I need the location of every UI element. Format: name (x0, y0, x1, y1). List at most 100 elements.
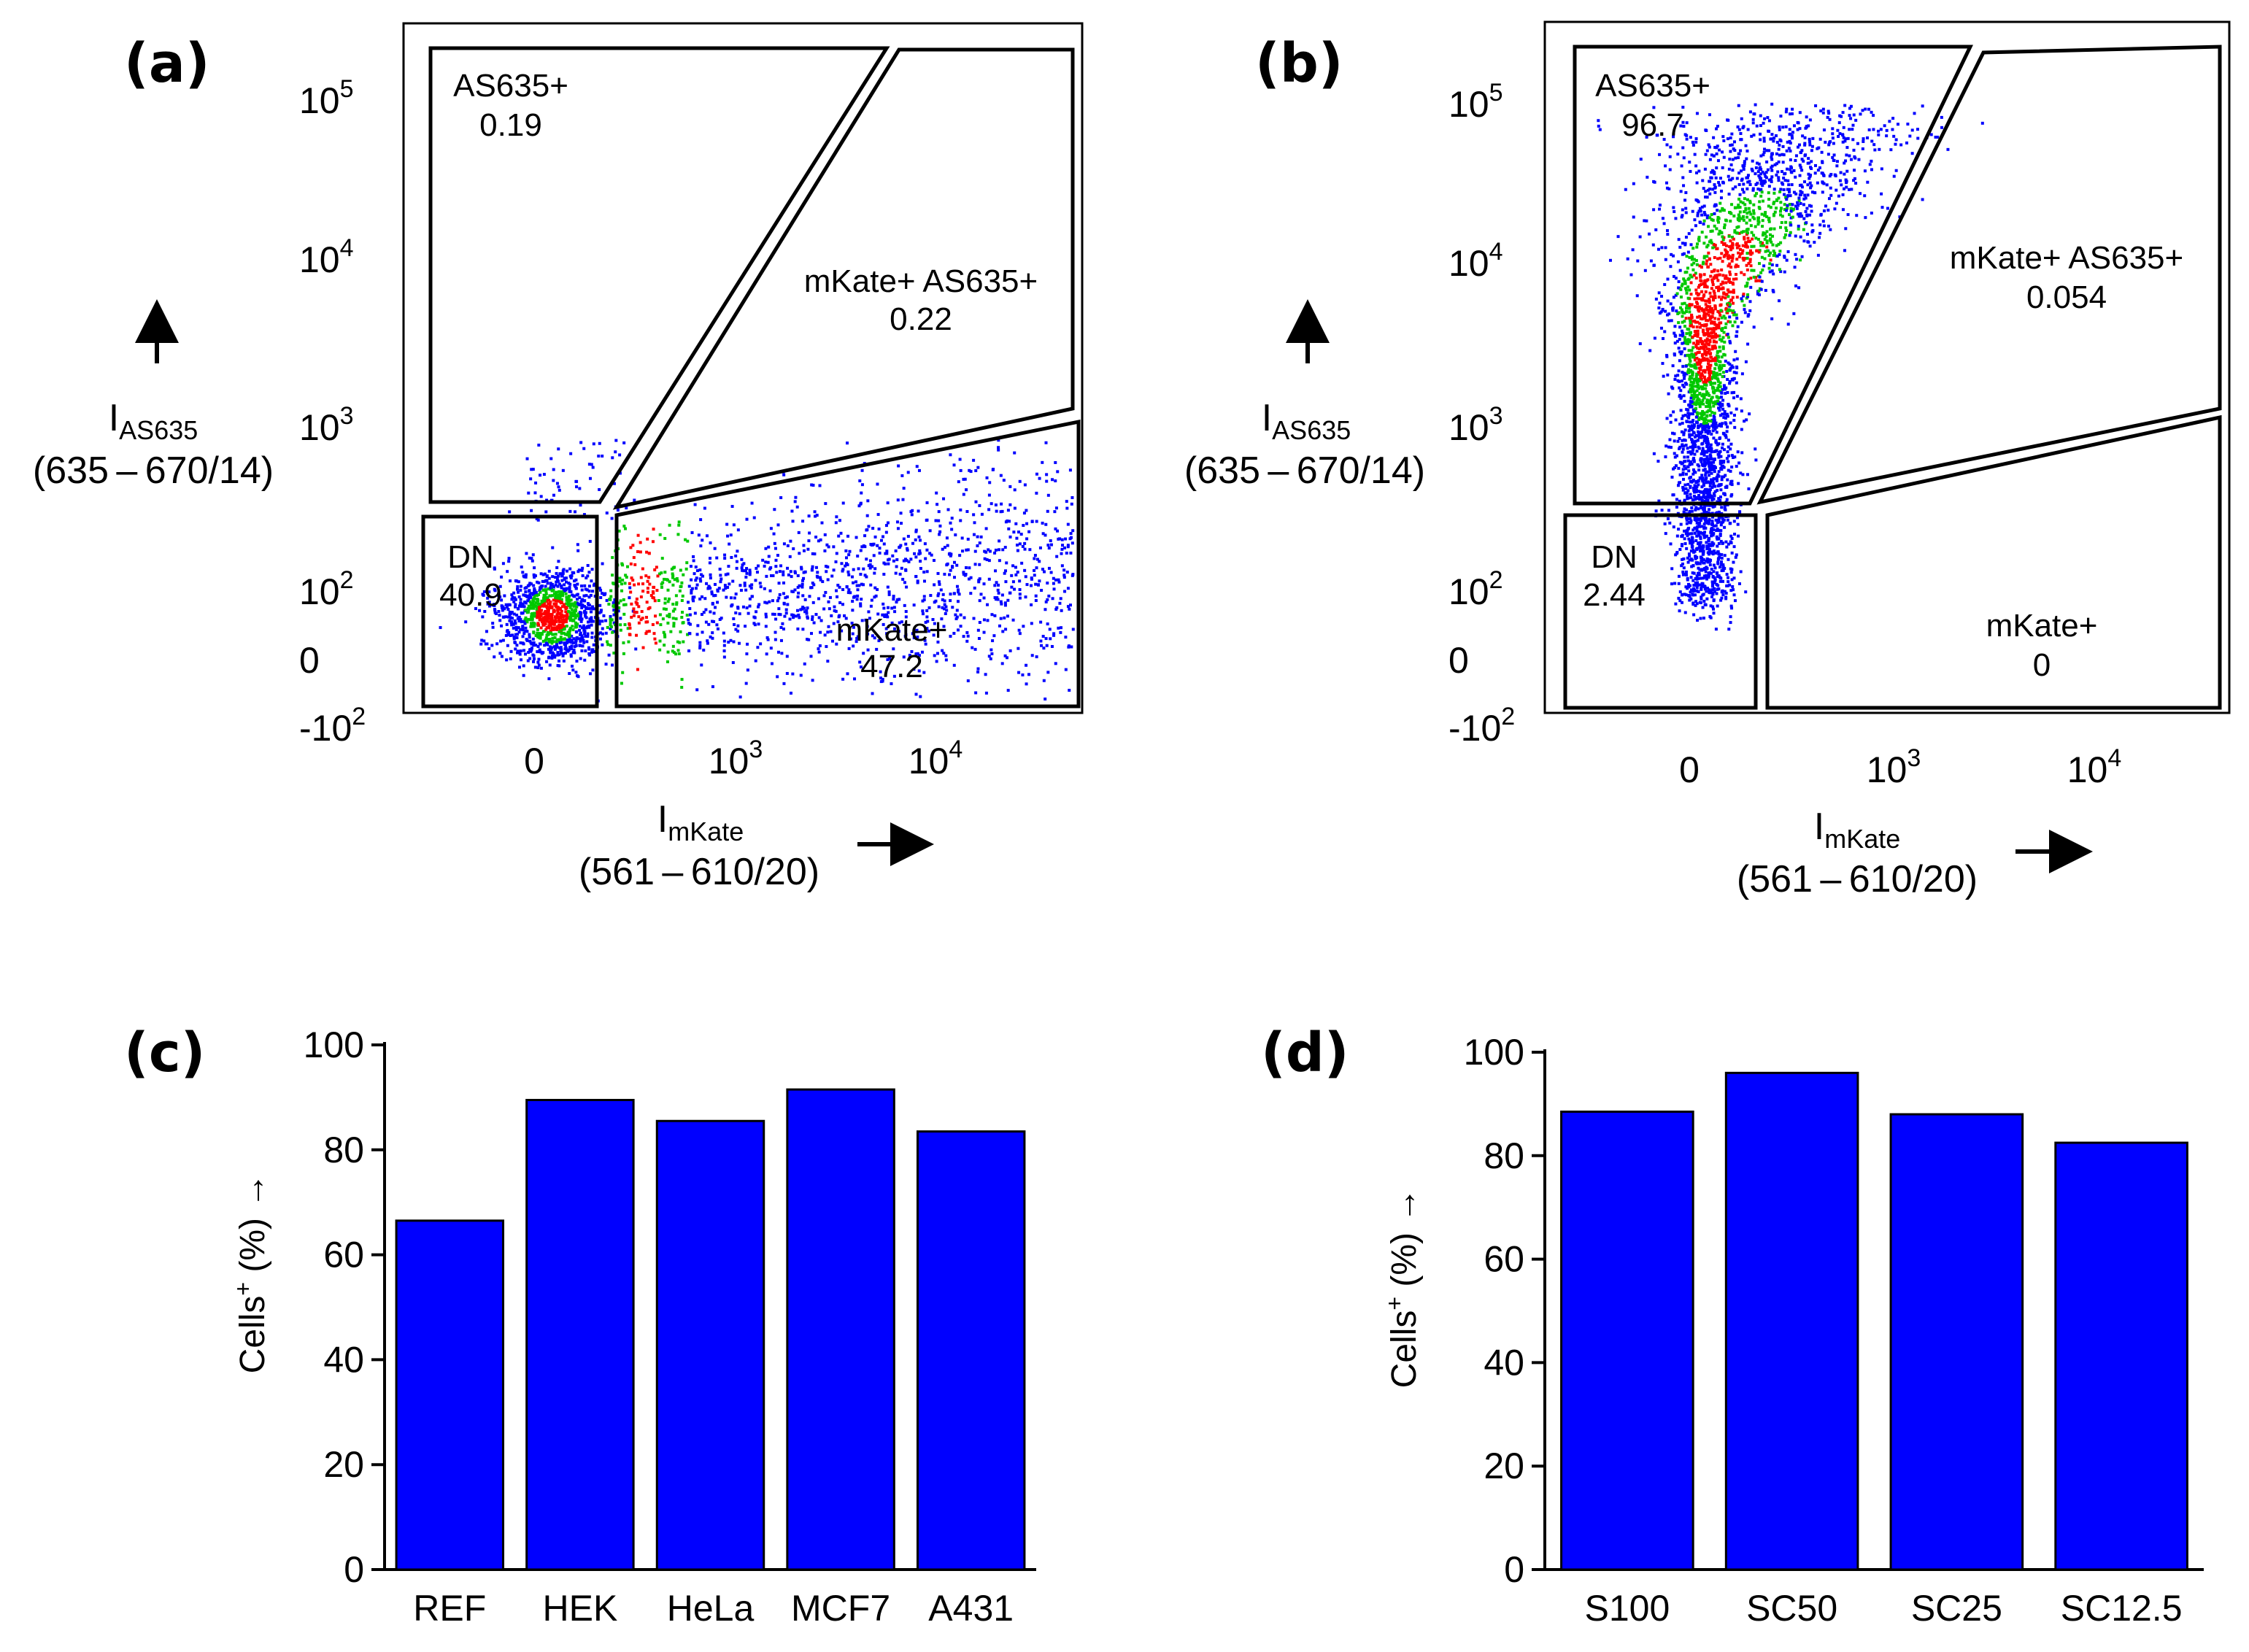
cell-dot (1752, 325, 1756, 329)
cell-dot (592, 607, 595, 611)
cell-dot (1773, 210, 1777, 214)
cell-dot (1735, 263, 1738, 267)
cell-dot (657, 599, 660, 603)
cell-dot (709, 635, 712, 638)
cell-dot (1065, 571, 1069, 574)
cell-dot (1691, 247, 1695, 250)
cell-dot (561, 468, 565, 472)
cell-dot (536, 605, 539, 609)
cell-dot (806, 606, 809, 610)
cell-dot (585, 588, 589, 592)
cell-dot (1715, 425, 1718, 429)
cell-dot (892, 598, 895, 601)
cell-dot (885, 613, 889, 617)
cell-dot (955, 563, 959, 567)
cell-dot (771, 612, 775, 616)
cell-dot (1838, 114, 1842, 117)
cell-dot (866, 632, 870, 636)
cell-dot (1723, 590, 1727, 593)
cell-dot (1759, 182, 1763, 185)
cell-dot (1700, 266, 1703, 269)
cell-dot (579, 639, 582, 643)
cell-dot (622, 641, 625, 645)
cell-dot (1835, 164, 1839, 168)
cell-dot (745, 652, 749, 656)
cell-dot (1722, 314, 1726, 318)
cell-dot (1802, 239, 1806, 243)
cell-dot (847, 573, 851, 576)
cell-dot (698, 597, 702, 601)
cell-dot (547, 569, 551, 573)
cell-dot (521, 641, 525, 645)
cell-dot (511, 633, 514, 637)
cell-dot (1822, 128, 1826, 132)
cell-dot (917, 552, 921, 556)
cell-dot (882, 542, 886, 546)
cell-dot (759, 585, 763, 589)
cell-dot (539, 587, 543, 590)
cell-dot (730, 603, 734, 606)
cell-dot (1691, 420, 1694, 424)
cell-dot (483, 609, 487, 613)
cell-dot (877, 639, 881, 643)
cell-dot (846, 441, 849, 445)
cell-dot (573, 610, 576, 614)
cell-dot (680, 685, 684, 689)
cell-dot (1700, 365, 1703, 368)
cell-dot (519, 628, 522, 631)
cell-dot (1708, 414, 1712, 417)
cell-dot (1889, 148, 1893, 152)
cell-dot (1702, 458, 1706, 461)
cell-dot (1664, 532, 1667, 536)
cell-dot (528, 600, 532, 603)
cell-dot (1705, 445, 1709, 449)
cell-dot (1689, 479, 1692, 483)
cell-dot (547, 638, 550, 641)
cell-dot (584, 634, 587, 638)
cell-dot (744, 682, 748, 685)
cell-dot (1896, 123, 1899, 126)
cell-dot (552, 640, 555, 644)
cell-dot (1763, 147, 1767, 151)
cell-dot (566, 596, 570, 600)
cell-dot (1741, 249, 1745, 252)
cell-dot (830, 614, 833, 617)
cell-dot (780, 652, 784, 655)
cell-dot (711, 685, 714, 689)
cell-dot (554, 616, 558, 620)
cell-dot (763, 587, 766, 590)
cell-dot (1016, 571, 1019, 574)
cell-dot (1060, 547, 1064, 551)
cell-dot (803, 598, 807, 601)
cell-dot (1689, 493, 1692, 496)
cell-dot (527, 491, 531, 495)
cell-dot (777, 596, 781, 600)
cell-dot (617, 609, 620, 613)
cell-dot (547, 576, 551, 580)
cell-dot (532, 630, 536, 634)
cell-dot (566, 630, 570, 634)
cell-dot (651, 590, 655, 593)
cell-dot (1677, 528, 1681, 531)
cell-dot (977, 636, 981, 640)
cell-dot (508, 619, 512, 622)
cell-dot (1759, 279, 1762, 282)
cell-dot (585, 594, 588, 598)
cell-dot (862, 544, 865, 548)
cell-dot (554, 644, 558, 648)
cell-dot (550, 626, 554, 630)
cell-dot (798, 616, 801, 620)
cell-dot (1726, 311, 1729, 314)
cell-dot (900, 566, 903, 570)
cell-dot (1648, 349, 1652, 352)
cell-dot (598, 620, 601, 623)
cell-dot (1715, 354, 1718, 358)
cell-dot (575, 636, 579, 639)
cell-dot (690, 578, 693, 582)
cell-dot (992, 468, 995, 471)
cell-dot (1705, 255, 1709, 258)
cell-dot (1707, 520, 1710, 523)
cell-dot (1660, 295, 1664, 298)
cell-dot (1710, 498, 1714, 502)
cell-dot (1695, 389, 1699, 393)
